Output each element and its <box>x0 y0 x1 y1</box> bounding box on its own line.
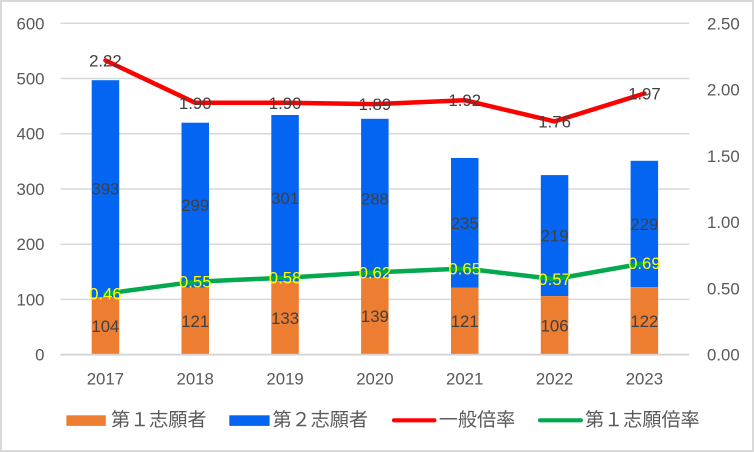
svg-text:139: 139 <box>361 307 389 326</box>
svg-text:2023: 2023 <box>626 370 663 389</box>
svg-text:393: 393 <box>91 180 119 199</box>
svg-text:200: 200 <box>17 235 45 254</box>
svg-text:2020: 2020 <box>356 370 393 389</box>
svg-text:2019: 2019 <box>266 370 303 389</box>
svg-text:0.00: 0.00 <box>707 346 740 365</box>
svg-text:219: 219 <box>541 227 569 246</box>
svg-text:0.46: 0.46 <box>89 285 122 304</box>
svg-text:2.00: 2.00 <box>707 81 740 100</box>
svg-text:0: 0 <box>35 346 44 365</box>
svg-text:0.50: 0.50 <box>707 279 740 298</box>
svg-text:2017: 2017 <box>87 370 124 389</box>
svg-text:301: 301 <box>271 189 299 208</box>
svg-text:235: 235 <box>451 214 479 233</box>
svg-text:2.22: 2.22 <box>89 51 122 70</box>
svg-text:121: 121 <box>451 312 479 331</box>
svg-text:299: 299 <box>181 196 209 215</box>
svg-text:1.92: 1.92 <box>448 91 481 110</box>
svg-text:600: 600 <box>17 14 45 33</box>
svg-text:122: 122 <box>630 312 658 331</box>
svg-text:106: 106 <box>541 316 569 335</box>
svg-text:104: 104 <box>91 317 119 336</box>
svg-text:2018: 2018 <box>177 370 214 389</box>
svg-text:2021: 2021 <box>446 370 483 389</box>
svg-text:288: 288 <box>361 189 389 208</box>
svg-text:229: 229 <box>630 215 658 234</box>
svg-text:0.65: 0.65 <box>448 260 481 279</box>
svg-text:0.57: 0.57 <box>538 270 571 289</box>
svg-text:1.00: 1.00 <box>707 213 740 232</box>
svg-text:500: 500 <box>17 70 45 89</box>
svg-text:2022: 2022 <box>536 370 573 389</box>
svg-text:1.97: 1.97 <box>628 85 661 104</box>
svg-text:1.89: 1.89 <box>359 95 392 114</box>
svg-text:300: 300 <box>17 180 45 199</box>
svg-text:133: 133 <box>271 309 299 328</box>
svg-text:1.76: 1.76 <box>538 112 571 131</box>
svg-text:100: 100 <box>17 290 45 309</box>
svg-text:0.69: 0.69 <box>628 254 661 273</box>
svg-text:400: 400 <box>17 125 45 144</box>
svg-text:0.58: 0.58 <box>269 269 302 288</box>
svg-text:1.90: 1.90 <box>269 94 302 113</box>
svg-text:121: 121 <box>181 312 209 331</box>
svg-text:1.90: 1.90 <box>179 94 212 113</box>
svg-text:0.62: 0.62 <box>359 263 392 282</box>
svg-text:2.50: 2.50 <box>707 14 740 33</box>
svg-text:0.55: 0.55 <box>179 273 212 292</box>
svg-text:1.50: 1.50 <box>707 147 740 166</box>
